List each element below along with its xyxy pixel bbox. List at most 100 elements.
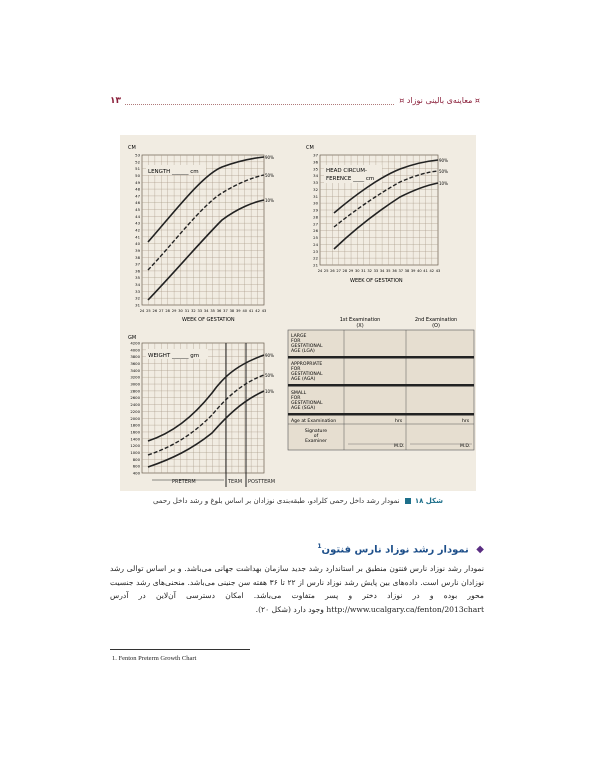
head-y-tick: 23	[313, 249, 318, 254]
length-10-curve	[147, 199, 265, 301]
head-x-tick: 41	[423, 269, 428, 273]
length-y-tick: 31	[135, 303, 140, 308]
sga-4: AGE (SGA)	[291, 405, 315, 411]
head-y-tick: 29	[313, 208, 318, 213]
length-x-tick: 39	[236, 309, 241, 313]
length-y-tick: 42	[135, 228, 140, 233]
exam-divider-1	[288, 356, 474, 359]
length-x-tick: 37	[223, 309, 228, 313]
head-y-tick: 21	[313, 263, 318, 268]
weight-y-tick: 1600	[130, 429, 140, 434]
figure-svg: CM 5352515049484746454443424140393837363…	[128, 145, 475, 487]
head-y-tick: 37	[313, 153, 318, 158]
lga-2: FOR	[291, 338, 301, 344]
weight-y-tick: 800	[133, 457, 141, 462]
body-paragraph: نمودار رشد نوزاد نارس فنتون منطبق بر است…	[110, 564, 485, 614]
sig-1: Signature	[305, 428, 327, 434]
head-x-tick: 30	[355, 269, 360, 273]
length-grid	[141, 154, 265, 306]
term-label-term: TERM	[227, 479, 242, 485]
length-y-tick: 37	[135, 262, 140, 267]
page-number: ۱۳	[110, 96, 125, 106]
length-x-tick: 30	[178, 309, 183, 313]
head-x-tick: 43	[436, 269, 441, 273]
exam-divider-3	[288, 413, 474, 416]
term-label-postterm: POSTTERM	[248, 479, 275, 485]
length-y-tick: 49	[135, 180, 140, 185]
head-y-tick: 33	[313, 180, 318, 185]
weight-y-tick: 4000	[130, 347, 140, 352]
length-y-tick: 44	[135, 214, 140, 219]
head-x-tick: 31	[361, 269, 366, 273]
head-x-tick: 33	[374, 269, 379, 273]
length-x-tick: 38	[230, 309, 235, 313]
term-label-preterm: PRETERM	[172, 479, 196, 485]
weight-y-tick: 1400	[130, 436, 140, 441]
length-y-tick: 33	[135, 289, 140, 294]
length-x-tick: 25	[146, 309, 151, 313]
length-pct-10: 10%	[265, 198, 274, 203]
weight-10-curve	[147, 390, 265, 468]
length-50-curve	[147, 174, 265, 271]
head-x-tick: 40	[417, 269, 422, 273]
length-y-tick: 53	[135, 153, 140, 158]
head-y-tick: 35	[313, 166, 318, 171]
figure-growth-charts: CM 53 52 51 50 49 48 47 46 45 44 43 42 41 40 39 38 37 36 3…	[120, 135, 476, 491]
length-y-tick: 36	[135, 268, 140, 273]
aga-3: GESTATIONAL	[291, 371, 323, 377]
length-y-tick: 32	[135, 296, 140, 301]
head-x-tick: 36	[392, 269, 397, 273]
exam-table: 1st Examination (X) 2nd Examination (O) …	[287, 317, 475, 451]
sga-2: FOR	[291, 395, 301, 401]
head-x-tick: 35	[386, 269, 391, 273]
head-10-curve	[333, 182, 439, 250]
header-title: معاینه‌ی بالینی نوزاد	[406, 96, 473, 105]
weight-grid	[141, 342, 265, 474]
weight-y-tick: 400	[133, 471, 141, 476]
head-grid	[319, 154, 439, 266]
exam-col2-sub: (O)	[432, 323, 440, 329]
weight-y-tick: 1200	[130, 443, 140, 448]
length-label-box	[146, 165, 206, 175]
exam-divider-2	[288, 384, 474, 387]
lga-4: AGE (LGA)	[291, 348, 315, 354]
length-x-tick: 26	[153, 309, 158, 313]
length-x-tick: 34	[204, 309, 209, 313]
length-y-title: CM	[128, 145, 136, 151]
length-x-tick: 27	[159, 309, 164, 313]
length-y-tick: 43	[135, 221, 140, 226]
diamond-bullet-icon: ◆	[476, 544, 484, 556]
weight-pct-10: 10%	[265, 389, 274, 394]
hrs-2: hrs	[462, 418, 470, 424]
aga-1: APPROPRIATE	[291, 361, 322, 367]
length-x-ticks: 24 25 26 27 28 29 30 31 32 33 34 35 36 37 38 39 40 41 42 43	[140, 309, 267, 313]
head-x-tick: 39	[411, 269, 416, 273]
weight-y-title: GM	[128, 335, 136, 341]
figure-caption: شکل ۱۸ نمودار رشد داخل رحمی کلرادو، طبقه…	[120, 497, 476, 505]
length-x-tick: 42	[255, 309, 260, 313]
weight-pct-90: 90%	[265, 353, 274, 358]
weight-y-tick: 1800	[130, 423, 140, 428]
exam-col2: 2nd Examination	[415, 317, 457, 323]
weight-y-tick: 1000	[130, 450, 140, 455]
length-y-tick: 52	[135, 159, 140, 164]
length-x-tick: 31	[185, 309, 190, 313]
length-y-tick: 47	[135, 193, 140, 198]
lga-1: LARGE	[291, 333, 307, 339]
lga-3: GESTATIONAL	[291, 343, 323, 349]
sga-1: SMALL	[291, 390, 307, 396]
head-x-tick: 32	[367, 269, 372, 273]
head-x-tick: 29	[349, 269, 354, 273]
head-pct-90: 90%	[439, 158, 448, 163]
length-y-tick: 34	[135, 282, 140, 287]
weight-y-tick: 2600	[130, 395, 140, 400]
head-y-tick: 26	[313, 228, 318, 233]
length-pct-90: 90%	[265, 155, 274, 160]
head-50-curve	[333, 170, 439, 228]
head-90-curve	[333, 159, 439, 214]
length-y-tick: 51	[135, 166, 140, 171]
caption-label: شکل ۱۸	[414, 497, 444, 505]
